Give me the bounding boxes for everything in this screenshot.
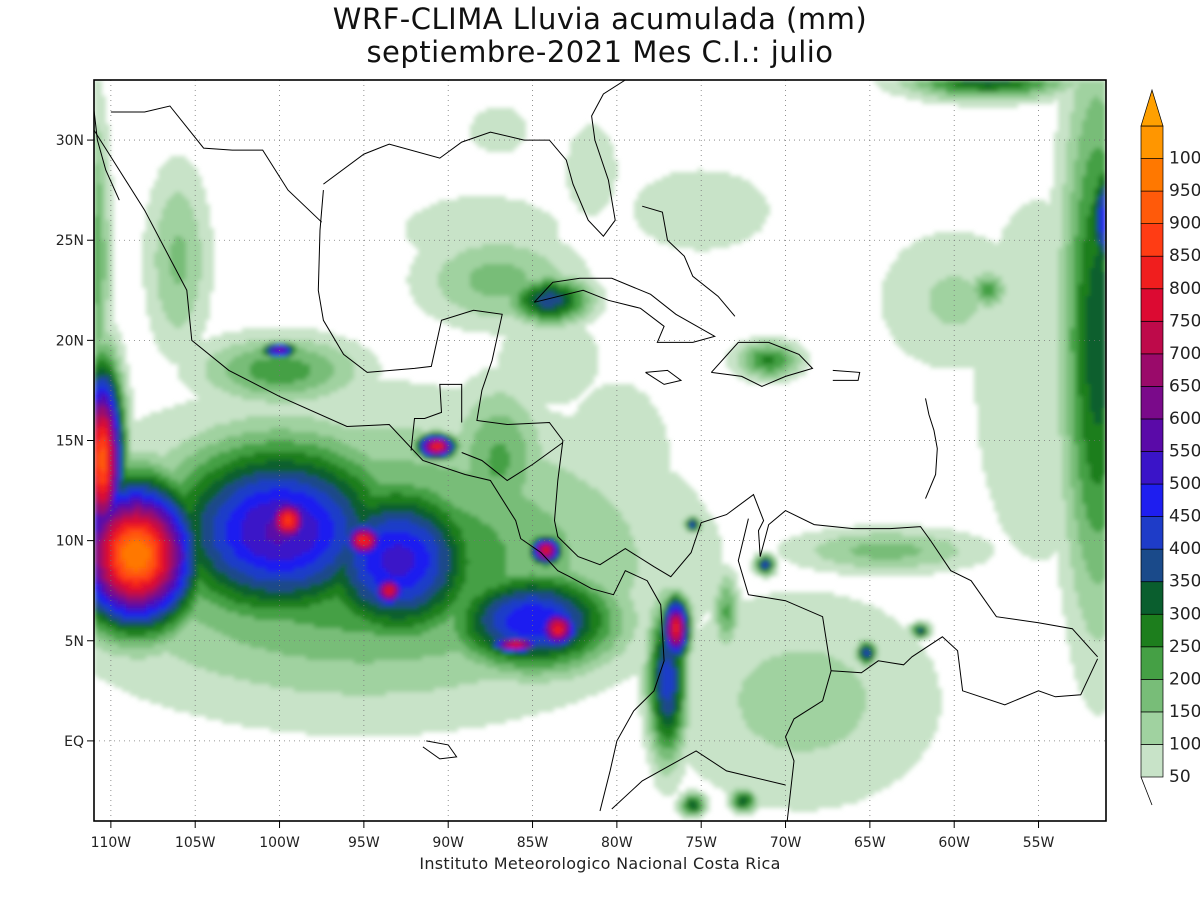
rainfall-field bbox=[94, 80, 1106, 820]
lon-tick-label: 70W bbox=[770, 835, 802, 851]
map-subtitle: septiembre-2021 Mes C.I.: julio bbox=[366, 35, 834, 69]
rain-level-900-mm bbox=[98, 448, 154, 576]
lon-tick-label: 55W bbox=[1023, 835, 1055, 851]
legend-swatch bbox=[1140, 288, 1164, 322]
legend-label: 750 bbox=[1169, 311, 1200, 331]
gulf-west-coast bbox=[317, 190, 1098, 658]
lat-tick-label: 20N bbox=[56, 333, 84, 349]
venezuela-brazil-border bbox=[831, 636, 1099, 706]
map-frame bbox=[93, 79, 1107, 822]
legend-label: 250 bbox=[1169, 637, 1200, 657]
legend-swatch bbox=[1140, 711, 1164, 745]
legend-swatch bbox=[1140, 548, 1164, 583]
lon-tick-label: 65W bbox=[854, 835, 886, 851]
legend-swatch bbox=[1140, 516, 1164, 550]
legend-label: 600 bbox=[1169, 409, 1200, 429]
rain-level-200-mm bbox=[94, 80, 1106, 812]
guatemala-border bbox=[410, 383, 463, 451]
legend-label: 800 bbox=[1169, 279, 1200, 299]
legend-swatch bbox=[1140, 190, 1164, 225]
legend-label: 150 bbox=[1169, 702, 1200, 722]
legend-label: 450 bbox=[1169, 507, 1200, 527]
lon-tick-label: 95W bbox=[348, 835, 380, 851]
legend-label: 100 bbox=[1169, 149, 1200, 169]
legend-swatch bbox=[1140, 678, 1164, 713]
us-gulf-coast bbox=[323, 80, 626, 237]
institution-credit: Instituto Meteorologico Nacional Costa R… bbox=[419, 854, 781, 873]
lon-tick-label: 100W bbox=[259, 835, 300, 851]
peru-ecuador-border bbox=[611, 750, 786, 810]
legend-swatch bbox=[1140, 353, 1164, 387]
rain-level-950-mm bbox=[122, 540, 150, 572]
baja-california bbox=[94, 109, 120, 201]
legend-label: 950 bbox=[1169, 181, 1200, 201]
lat-tick-label: 15N bbox=[56, 433, 84, 449]
cuba bbox=[533, 277, 716, 343]
legend-swatch bbox=[1140, 581, 1164, 615]
legend-swatch bbox=[1140, 451, 1164, 485]
legend-swatch bbox=[1140, 613, 1164, 648]
legend-label: 100 bbox=[1169, 734, 1200, 754]
legend-swatch bbox=[1140, 125, 1164, 159]
lat-tick-label: 10N bbox=[56, 534, 84, 550]
legend-swatch bbox=[1140, 386, 1164, 420]
legend-label: 850 bbox=[1169, 246, 1200, 266]
lat-tick-label: 30N bbox=[56, 133, 84, 149]
lat-tick-label: EQ bbox=[64, 734, 84, 750]
lon-tick-label: 105W bbox=[175, 835, 216, 851]
coastlines-and-borders bbox=[94, 80, 1099, 821]
central-america-borders bbox=[461, 442, 564, 482]
legend-label: 500 bbox=[1169, 474, 1200, 494]
legend-label: 350 bbox=[1169, 572, 1200, 592]
legend-label: 300 bbox=[1169, 604, 1200, 624]
us-mexico-border bbox=[110, 105, 323, 223]
legend-label: 200 bbox=[1169, 669, 1200, 689]
lon-tick-label: 60W bbox=[938, 835, 970, 851]
rain-level-50-mm bbox=[94, 80, 1106, 820]
lon-tick-label: 75W bbox=[685, 835, 717, 851]
legend-label: 400 bbox=[1169, 539, 1200, 559]
legend-swatch bbox=[1140, 418, 1164, 452]
latitude-axis: 30N 25N 20N 15N 10N 5N EQ bbox=[56, 133, 94, 750]
lesser-antilles bbox=[925, 398, 938, 499]
lon-tick-label: 85W bbox=[517, 835, 549, 851]
legend-swatch bbox=[1140, 646, 1164, 680]
lat-lon-grid bbox=[94, 80, 1106, 821]
bahamas-islands bbox=[642, 205, 736, 317]
legend-swatch bbox=[1140, 158, 1164, 192]
legend-swatch bbox=[1140, 483, 1164, 517]
lon-tick-label: 110W bbox=[91, 835, 132, 851]
puerto-rico bbox=[832, 369, 861, 381]
legend-label: 700 bbox=[1169, 344, 1200, 364]
jamaica bbox=[645, 369, 683, 385]
legend-under-arrow bbox=[1140, 776, 1153, 806]
lon-tick-label: 90W bbox=[432, 835, 464, 851]
hispaniola bbox=[710, 341, 814, 387]
mexico-central-america-coast bbox=[94, 129, 665, 812]
color-legend: 50 100 150 200 250 300 350 400 450 500 550 600 650 70… bbox=[1140, 88, 1200, 806]
galapagos bbox=[422, 740, 458, 760]
legend-swatch bbox=[1140, 255, 1164, 290]
lon-tick-label: 80W bbox=[601, 835, 633, 851]
lat-tick-label: 25N bbox=[56, 233, 84, 249]
legend-over-arrow bbox=[1140, 88, 1164, 127]
legend-label: 650 bbox=[1169, 376, 1200, 396]
legend-swatch bbox=[1140, 223, 1164, 257]
longitude-axis: 110W 105W 100W 95W 90W 85W 80W 75W 70W 65W 60W 55W bbox=[91, 821, 1055, 851]
legend-label: 50 bbox=[1169, 767, 1191, 787]
legend-label: 550 bbox=[1169, 442, 1200, 462]
legend-swatch bbox=[1140, 320, 1164, 355]
map-title: WRF-CLIMA Lluvia acumulada (mm) bbox=[332, 2, 868, 36]
legend-swatch bbox=[1140, 744, 1164, 778]
legend-label: 900 bbox=[1169, 214, 1200, 234]
lat-tick-label: 5N bbox=[65, 634, 84, 650]
